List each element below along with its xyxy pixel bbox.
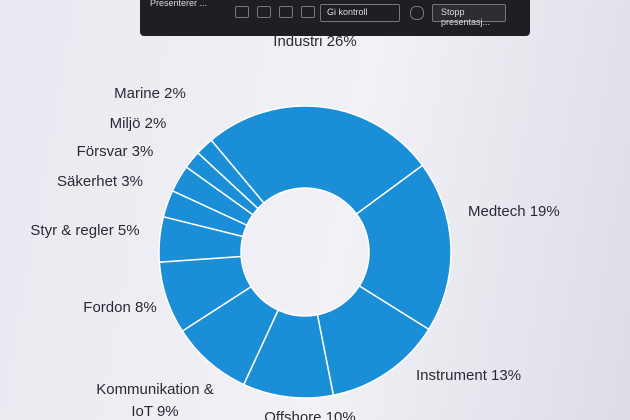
segment-label: Säkerhet 3% bbox=[57, 171, 143, 193]
donut-segment bbox=[355, 164, 452, 331]
layout-button[interactable] bbox=[257, 6, 271, 18]
segment-value: 13% bbox=[491, 367, 522, 384]
donut-segment bbox=[210, 105, 424, 216]
segment-name: Försvar bbox=[76, 143, 128, 160]
share-icon[interactable] bbox=[410, 6, 424, 20]
segment-name: Offshore bbox=[264, 409, 322, 420]
presentation-toolbar: Presenterer ... Gi kontroll Stopp presen… bbox=[140, 0, 530, 36]
segment-label: Offshore 10% bbox=[264, 407, 355, 420]
segment-value: 2% bbox=[164, 85, 186, 102]
layout-button[interactable] bbox=[301, 6, 315, 18]
layout-button[interactable] bbox=[279, 6, 293, 18]
segment-name: Säkerhet bbox=[57, 173, 118, 190]
segment-name: Miljö bbox=[109, 115, 141, 132]
segment-name: Industri bbox=[273, 33, 323, 50]
control-label: Gi kontroll bbox=[327, 7, 368, 17]
segment-value: 8% bbox=[135, 299, 157, 316]
donut-segment bbox=[196, 139, 265, 210]
segment-value: 3% bbox=[121, 173, 143, 190]
segment-name: Marine bbox=[114, 85, 160, 102]
stop-label: Stopp presentasj... bbox=[441, 7, 491, 27]
segment-name: Styr & regler bbox=[30, 222, 114, 239]
segment-label: Kommunikation & IoT 9% bbox=[95, 379, 215, 420]
segment-value: 3% bbox=[131, 143, 154, 160]
segment-value: 19% bbox=[529, 203, 560, 220]
segment-name: Kommunikation & IoT bbox=[96, 381, 214, 420]
segment-value: 2% bbox=[144, 115, 167, 132]
segment-value: 9% bbox=[156, 403, 179, 420]
layout-button[interactable] bbox=[235, 6, 249, 18]
segment-label: Industri 26% bbox=[273, 31, 356, 53]
segment-label: Miljö 2% bbox=[110, 113, 167, 135]
segment-name: Instrument bbox=[416, 367, 487, 384]
presenting-label: Presenterer ... bbox=[150, 0, 208, 8]
segment-label: Försvar 3% bbox=[77, 141, 154, 163]
stop-button[interactable]: Stopp presentasj... bbox=[432, 4, 506, 27]
control-dropdown[interactable]: Gi kontroll bbox=[320, 4, 400, 22]
segment-value: 26% bbox=[326, 33, 357, 50]
segment-name: Medtech bbox=[468, 203, 526, 220]
segment-label: Instrument 13% bbox=[416, 365, 521, 387]
segment-label: Marine 2% bbox=[114, 83, 186, 105]
segment-value: 5% bbox=[117, 222, 140, 239]
segment-name: Fordon bbox=[83, 299, 131, 316]
segment-label: Medtech 19% bbox=[468, 201, 560, 223]
segment-value: 10% bbox=[325, 409, 356, 420]
segment-label: Styr & regler 5% bbox=[30, 220, 139, 242]
segment-label: Fordon 8% bbox=[83, 297, 156, 319]
